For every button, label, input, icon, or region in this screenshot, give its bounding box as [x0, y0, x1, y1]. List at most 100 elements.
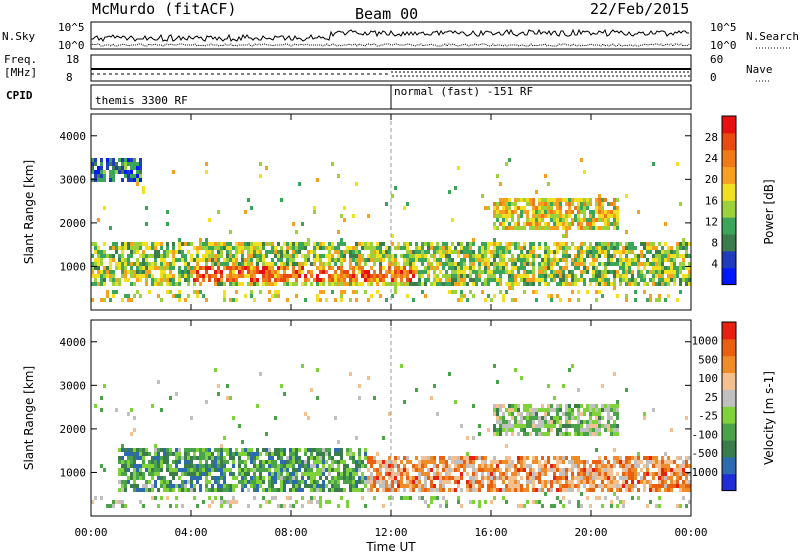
- heatmap-cell: [508, 270, 511, 274]
- heatmap-cell: [346, 250, 349, 254]
- heatmap-cell: [244, 266, 247, 270]
- heatmap-cell: [529, 198, 532, 202]
- heatmap-cell: [280, 250, 283, 254]
- heatmap-cell: [238, 424, 241, 428]
- heatmap-cell: [163, 484, 166, 488]
- heatmap-cell: [544, 174, 547, 178]
- heatmap-cell: [409, 488, 412, 492]
- heatmap-cell: [436, 258, 439, 262]
- heatmap-cell: [400, 270, 403, 274]
- heatmap-cell: [172, 246, 175, 250]
- heatmap-cell: [610, 476, 613, 480]
- heatmap-cell: [379, 464, 382, 468]
- heatmap-cell: [112, 170, 115, 174]
- heatmap-cell: [316, 500, 319, 504]
- heatmap-cell: [559, 222, 562, 226]
- heatmap-cell: [583, 432, 586, 436]
- heatmap-cell: [664, 266, 667, 270]
- heatmap-cell: [118, 480, 121, 484]
- heatmap-cell: [646, 472, 649, 476]
- heatmap-cell: [619, 484, 622, 488]
- heatmap-cell: [172, 262, 175, 266]
- heatmap-cell: [268, 290, 271, 294]
- heatmap-cell: [400, 364, 403, 368]
- heatmap-cell: [457, 166, 460, 170]
- heatmap-cell: [127, 468, 130, 472]
- heatmap-cell: [295, 270, 298, 274]
- heatmap-cell: [613, 198, 616, 202]
- heatmap-cell: [526, 404, 529, 408]
- heatmap-cell: [568, 298, 571, 302]
- heatmap-cell: [493, 262, 496, 266]
- heatmap-cell: [487, 262, 490, 266]
- heatmap-cell: [157, 472, 160, 476]
- heatmap-cell: [379, 270, 382, 274]
- heatmap-cell: [523, 258, 526, 262]
- heatmap-cell: [406, 258, 409, 262]
- heatmap-cell: [532, 500, 535, 504]
- heatmap-cell: [358, 480, 361, 484]
- heatmap-cell: [493, 294, 496, 298]
- heatmap-cell: [604, 282, 607, 286]
- heatmap-cell: [292, 448, 295, 452]
- heatmap-cell: [505, 456, 508, 460]
- heatmap-cell: [544, 270, 547, 274]
- colorbar-tick-label: 20: [705, 173, 718, 186]
- heatmap-cell: [649, 472, 652, 476]
- heatmap-cell: [439, 460, 442, 464]
- heatmap-cell: [145, 266, 148, 270]
- heatmap-cell: [199, 456, 202, 460]
- heatmap-cell: [358, 258, 361, 262]
- heatmap-cell: [532, 472, 535, 476]
- heatmap-cell: [535, 424, 538, 428]
- heatmap-cell: [352, 476, 355, 480]
- heatmap-cell: [607, 468, 610, 472]
- heatmap-cell: [118, 258, 121, 262]
- heatmap-cell: [160, 464, 163, 468]
- heatmap-cell: [496, 254, 499, 258]
- heatmap-cell: [610, 484, 613, 488]
- heatmap-cell: [502, 266, 505, 270]
- heatmap-cell: [595, 496, 598, 500]
- heatmap-cell: [379, 460, 382, 464]
- heatmap-cell: [496, 408, 499, 412]
- heatmap-cell: [151, 456, 154, 460]
- heatmap-cell: [94, 262, 97, 266]
- heatmap-cell: [370, 480, 373, 484]
- y-tick-label: 1000: [60, 260, 87, 273]
- heatmap-cell: [340, 496, 343, 500]
- heatmap-cell: [148, 274, 151, 278]
- heatmap-cell: [346, 472, 349, 476]
- heatmap-cell: [364, 464, 367, 468]
- heatmap-cell: [655, 456, 658, 460]
- heatmap-cell: [286, 258, 289, 262]
- heatmap-cell: [169, 468, 172, 472]
- heatmap-cell: [421, 274, 424, 278]
- heatmap-cell: [577, 504, 580, 508]
- heatmap-cell: [508, 286, 511, 290]
- heatmap-cell: [376, 258, 379, 262]
- heatmap-cell: [448, 476, 451, 480]
- heatmap-cell: [556, 420, 559, 424]
- heatmap-cell: [502, 214, 505, 218]
- heatmap-cell: [208, 246, 211, 250]
- heatmap-cell: [649, 270, 652, 274]
- heatmap-cell: [667, 258, 670, 262]
- heatmap-cell: [529, 222, 532, 226]
- heatmap-cell: [307, 500, 310, 504]
- heatmap-cell: [232, 464, 235, 468]
- heatmap-cell: [409, 242, 412, 246]
- heatmap-cell: [100, 174, 103, 178]
- heatmap-cell: [568, 246, 571, 250]
- heatmap-cell: [499, 198, 502, 202]
- heatmap-cell: [112, 246, 115, 250]
- heatmap-cell: [472, 262, 475, 266]
- heatmap-cell: [520, 468, 523, 472]
- heatmap-cell: [568, 202, 571, 206]
- heatmap-cell: [508, 246, 511, 250]
- heatmap-cell: [196, 246, 199, 250]
- heatmap-cell: [460, 424, 463, 428]
- heatmap-cell: [580, 492, 583, 496]
- heatmap-cell: [346, 500, 349, 504]
- heatmap-cell: [265, 274, 268, 278]
